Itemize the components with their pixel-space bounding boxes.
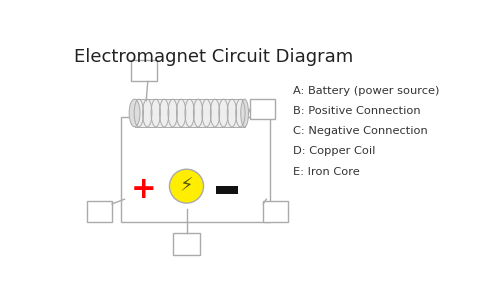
Text: A: Battery (power source): A: Battery (power source) [294, 86, 440, 96]
Ellipse shape [129, 99, 140, 127]
Text: D: Copper Coil: D: Copper Coil [294, 146, 376, 157]
Bar [130, 60, 157, 81]
Bar [88, 201, 112, 222]
Ellipse shape [241, 99, 248, 127]
Bar [216, 186, 238, 194]
Bar [134, 99, 244, 127]
Text: Electromagnet Circuit Diagram: Electromagnet Circuit Diagram [74, 47, 353, 65]
Text: E: Iron Core: E: Iron Core [294, 167, 360, 176]
Text: B: Positive Connection: B: Positive Connection [294, 106, 421, 116]
Bar [120, 117, 270, 222]
Text: C: Negative Connection: C: Negative Connection [294, 127, 428, 136]
Text: +: + [131, 176, 156, 205]
Text: ⚡: ⚡ [180, 177, 194, 196]
Bar [263, 201, 288, 222]
Bar [250, 99, 275, 119]
Ellipse shape [170, 169, 203, 203]
Bar [174, 233, 200, 255]
